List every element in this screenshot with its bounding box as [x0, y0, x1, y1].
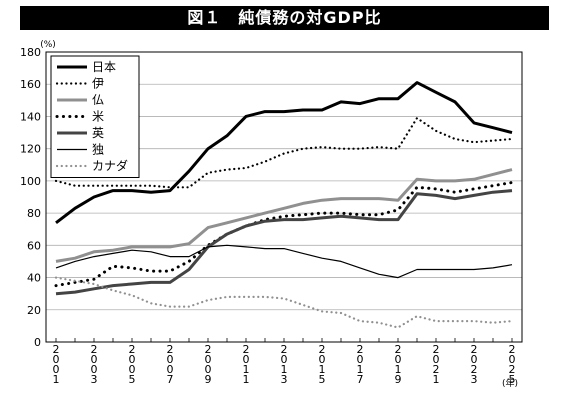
- legend-label: 米: [92, 110, 104, 124]
- y-tick-label: 0: [34, 336, 41, 349]
- series-line-英: [55, 189, 513, 296]
- y-tick-label: 20: [27, 304, 41, 317]
- y-tick-label: 40: [27, 272, 41, 285]
- series-line-伊: [54, 116, 514, 189]
- x-unit-label: (年): [502, 377, 518, 389]
- y-tick-label: 120: [20, 143, 41, 156]
- legend-label: 独: [92, 143, 104, 157]
- series-lines: [54, 81, 514, 329]
- series-line-独: [55, 244, 513, 279]
- legend-label: 日本: [92, 60, 116, 74]
- y-tick-label: 160: [20, 78, 41, 91]
- y-tick-label: 100: [20, 175, 41, 188]
- plot-frame: [45, 51, 523, 343]
- legend-label: 伊: [92, 77, 104, 91]
- series-line-仏: [55, 168, 513, 263]
- series-line-日本: [55, 81, 513, 224]
- legend-box: [50, 55, 140, 178]
- y-unit-label: (%): [40, 40, 56, 50]
- legend-label: カナダ: [92, 158, 128, 173]
- y-tick-label: 140: [20, 110, 41, 123]
- y-axis: 0 20 40 60 80 100 120 140 160 180(%): [20, 40, 56, 349]
- legend-label: 英: [92, 126, 104, 140]
- legend-label: 仏: [92, 93, 104, 107]
- y-tick-label: 60: [27, 239, 41, 252]
- series-line-米: [54, 181, 514, 288]
- x-axis: 2 0 0 1 2 0 0 3 2 0 0 5 2 0 0 7 2 0 0 9 2 0 1 1 2 0 1 3 2 0 1 5 2 0 1 7 2 0 1 9…: [53, 338, 518, 389]
- y-tick-label: 80: [27, 207, 41, 220]
- y-tick-label: 180: [20, 46, 41, 59]
- chart-title: 図１ 純債務の対GDP比: [20, 6, 549, 30]
